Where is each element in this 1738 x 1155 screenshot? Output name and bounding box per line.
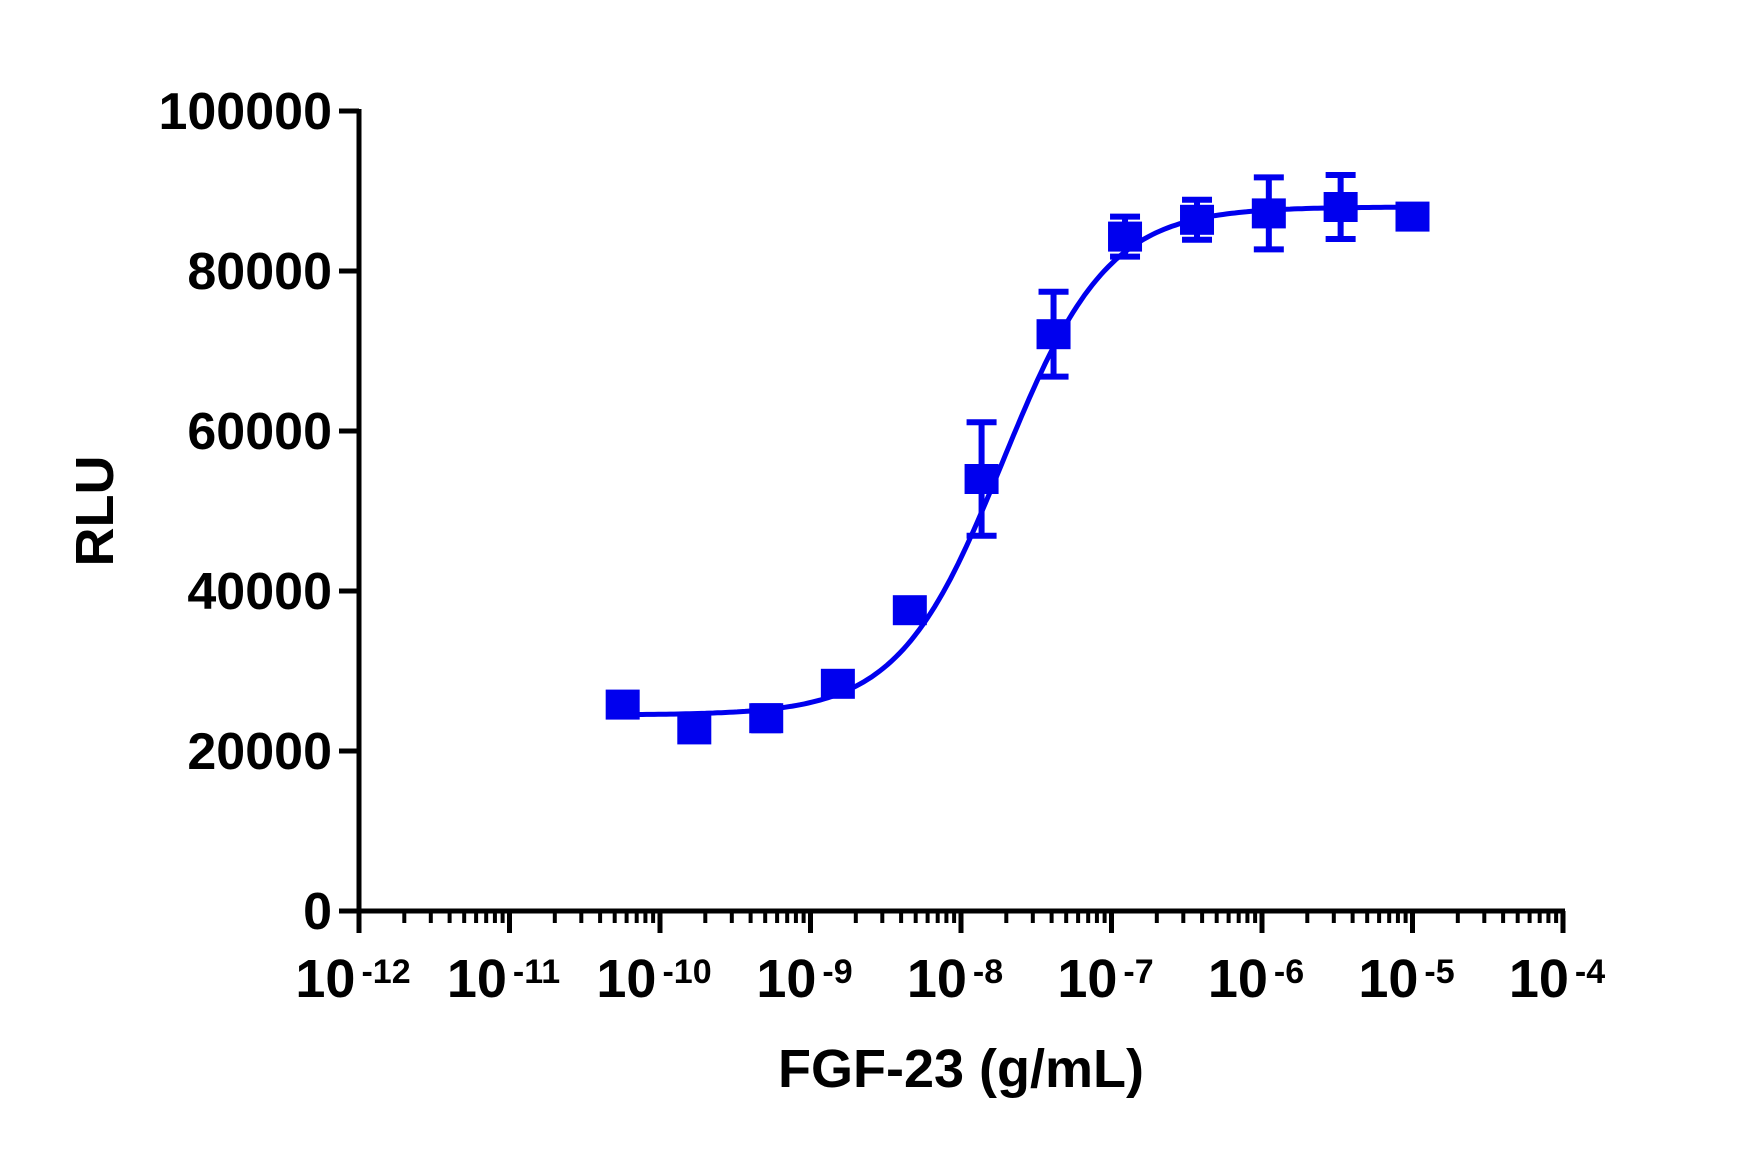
data-point bbox=[749, 703, 784, 734]
square-marker bbox=[677, 714, 712, 745]
data-point bbox=[1108, 213, 1143, 260]
y-tick-label: 60000 bbox=[187, 403, 332, 461]
square-marker bbox=[1036, 319, 1071, 350]
y-tick-label: 20000 bbox=[187, 723, 332, 781]
data-point bbox=[964, 419, 999, 539]
y-axis-label: RLU bbox=[65, 456, 125, 567]
square-marker bbox=[1323, 192, 1358, 222]
x-tick-label: 10 -7 bbox=[1057, 949, 1153, 1009]
data-point bbox=[892, 595, 927, 626]
x-tick-label: 10 -11 bbox=[447, 949, 560, 1009]
square-marker bbox=[1180, 204, 1215, 235]
x-tick-label: 10 -6 bbox=[1208, 949, 1304, 1009]
data-point bbox=[1395, 201, 1430, 232]
data-point bbox=[1323, 172, 1358, 242]
square-marker bbox=[605, 689, 640, 720]
square-marker bbox=[1395, 201, 1430, 232]
square-marker bbox=[964, 464, 999, 494]
x-tick-label: 10 -9 bbox=[756, 949, 852, 1009]
data-point bbox=[677, 714, 712, 745]
y-tick-label: 40000 bbox=[187, 563, 332, 621]
y-tick-label: 0 bbox=[303, 883, 332, 941]
square-marker bbox=[892, 595, 927, 626]
data-point bbox=[605, 689, 640, 720]
x-tick-label: 10 -8 bbox=[907, 949, 1003, 1009]
x-axis-label: FGF-23 (g/mL) bbox=[778, 1039, 1144, 1099]
square-marker bbox=[1251, 198, 1286, 229]
y-tick-label: 80000 bbox=[187, 243, 332, 301]
data-point bbox=[1251, 174, 1286, 253]
square-marker bbox=[820, 668, 855, 699]
data-point bbox=[1036, 288, 1071, 380]
fit-curve bbox=[622, 204, 1413, 718]
y-tick-label: 100000 bbox=[158, 83, 332, 141]
square-marker bbox=[749, 703, 784, 734]
x-tick-label: 10 -12 bbox=[295, 949, 410, 1009]
x-tick-label: 10 -5 bbox=[1358, 949, 1454, 1009]
data-point bbox=[820, 668, 855, 699]
x-tick-label: 10 -10 bbox=[596, 949, 711, 1009]
data-point bbox=[1180, 196, 1215, 243]
x-tick-label: 10 -4 bbox=[1509, 949, 1605, 1009]
square-marker bbox=[1108, 221, 1143, 252]
